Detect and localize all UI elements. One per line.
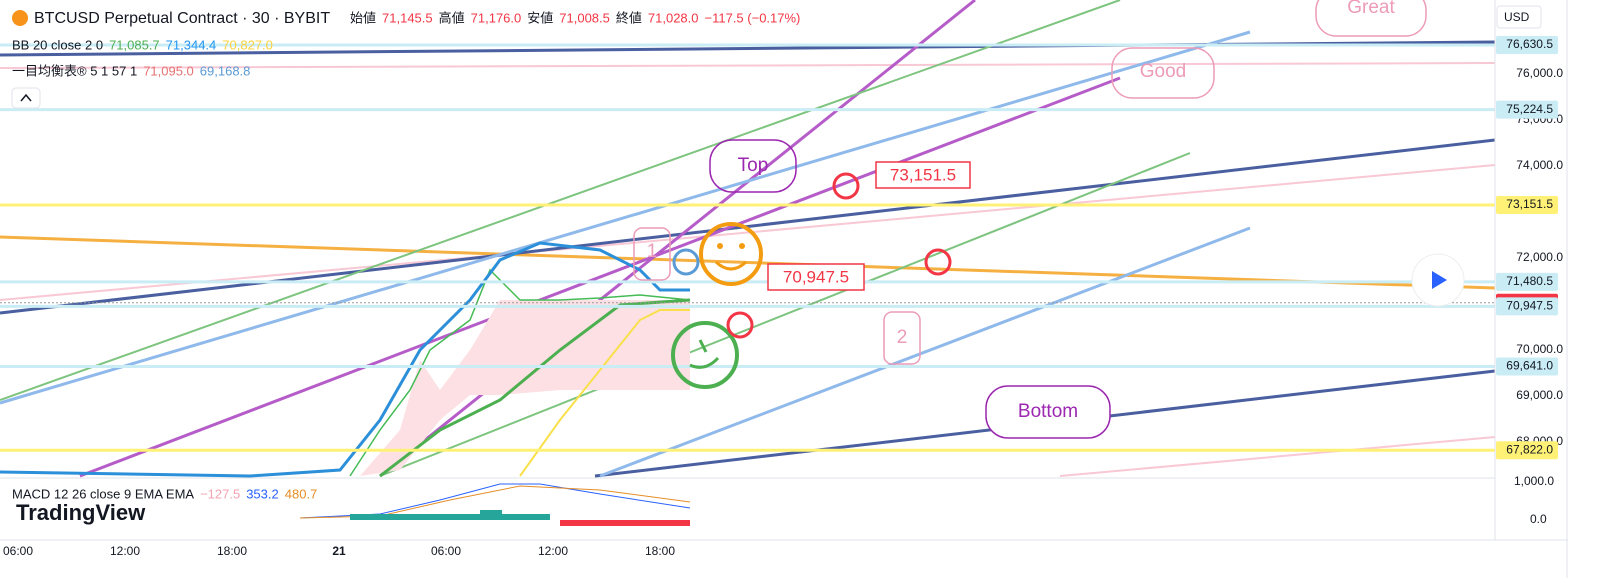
drawings xyxy=(0,0,1496,478)
symbol: BTCUSD Perpetual Contract · 30 · BYBIT xyxy=(34,10,330,27)
annotation: 2 xyxy=(897,327,908,348)
legend-text: 終値 xyxy=(616,10,642,25)
annotation: 73,151.5 xyxy=(890,165,956,184)
annotations: Great Good Top 73,151.5 1 70,947.5 2 Bot… xyxy=(633,0,1427,439)
currency: USD xyxy=(1504,10,1530,24)
legend-text: −127.5 xyxy=(200,486,240,501)
price-level-label: 70,947.5 xyxy=(1506,299,1553,313)
price-level-box xyxy=(1496,357,1558,376)
price-level-label: 73,151.5 xyxy=(1506,197,1553,211)
levels xyxy=(0,43,1495,452)
price-tick-label: 74,000.0 xyxy=(1516,158,1563,172)
annotation: Top xyxy=(738,155,769,176)
price-level-box xyxy=(1496,196,1558,215)
price-level-box xyxy=(1496,441,1558,460)
time-label: 12:00 xyxy=(538,544,568,558)
legend-text: 71,085.7 xyxy=(109,37,160,52)
time-label: 06:00 xyxy=(3,544,33,558)
legend-text: MACD 12 26 close 9 EMA EMA xyxy=(12,486,194,501)
legend-text: 安値 xyxy=(527,10,553,25)
legend-text: 70,827.0 xyxy=(222,37,273,52)
legend-text: 71,344.4 xyxy=(166,37,217,52)
legend-text: 71,008.5 xyxy=(559,10,610,25)
legend-text: 71,028.0 xyxy=(648,10,699,25)
price-level-label: 67,822.0 xyxy=(1506,442,1553,456)
collapse-icon xyxy=(20,93,32,102)
header: BTCUSD Perpetual Contract · 30 · BYBIT xyxy=(12,10,330,27)
legend-text: BB 20 close 2 0 xyxy=(12,37,103,52)
annotation: Good xyxy=(1140,61,1186,82)
legend-text: 480.7 xyxy=(285,486,318,501)
price-level-label: 76,630.5 xyxy=(1506,37,1553,51)
collapse-button[interactable] xyxy=(11,87,41,109)
time-label: 18:00 xyxy=(645,544,675,558)
currency-box xyxy=(1496,5,1542,29)
price-level-box xyxy=(1496,35,1558,54)
annotation: 70,947.5 xyxy=(783,267,849,286)
price-tick-label: 76,000.0 xyxy=(1516,66,1563,80)
price-level-box xyxy=(1496,272,1558,291)
legend-text: 353.2 xyxy=(246,486,279,501)
annotation: Great xyxy=(1347,0,1395,18)
legend-text: 71,176.0 xyxy=(471,10,522,25)
play-icon xyxy=(1432,271,1447,289)
price-level-label: 69,641.0 xyxy=(1506,359,1553,373)
price-level-label: 71,480.5 xyxy=(1506,274,1553,288)
time-label: 06:00 xyxy=(431,544,461,558)
legend-text: 69,168.8 xyxy=(200,63,251,78)
logo: TradingView xyxy=(16,500,146,525)
legend-text: 高値 xyxy=(439,10,465,25)
legend-text: 71,145.5 xyxy=(382,10,433,25)
legend-text: 一目均衡表® 5 1 57 1 xyxy=(12,63,137,78)
legend-text: −117.5 (−0.17%) xyxy=(705,10,801,25)
time-label: 18:00 xyxy=(217,544,247,558)
time-label: 12:00 xyxy=(110,544,140,558)
price-level-label: 75,224.5 xyxy=(1506,102,1553,116)
macd-tick: 1,000.0 xyxy=(1514,474,1554,488)
price-level-box xyxy=(1496,297,1558,316)
price-tick-label: 70,000.0 xyxy=(1516,342,1563,356)
legend-text: 71,095.0 xyxy=(143,63,194,78)
price-tick-label: 69,000.0 xyxy=(1516,388,1563,402)
macd-histogram xyxy=(350,510,690,526)
macd-tick: 0.0 xyxy=(1530,512,1547,526)
legend-text: 始値 xyxy=(350,10,376,25)
annotation: 1 xyxy=(647,241,658,262)
price-level-box xyxy=(1496,100,1558,119)
time-label: 21 xyxy=(332,544,346,558)
annotation: Bottom xyxy=(1018,401,1078,422)
price-tick-label: 72,000.0 xyxy=(1516,250,1563,264)
